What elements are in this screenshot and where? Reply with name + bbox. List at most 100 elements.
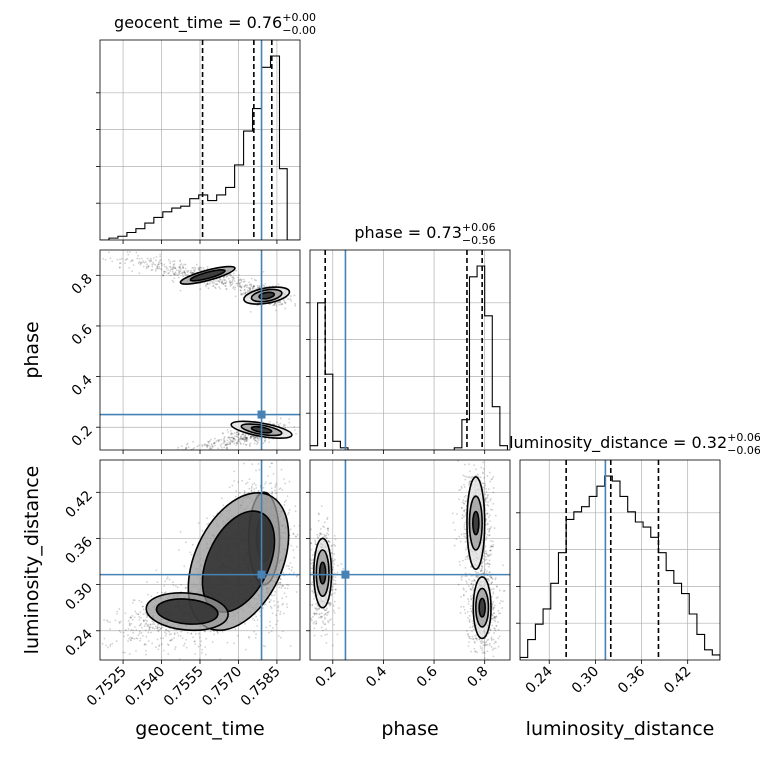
- sample-point: [478, 442, 480, 444]
- sample-point: [129, 636, 132, 639]
- sample-point: [287, 584, 290, 586]
- sample-point: [273, 303, 276, 306]
- sample-point: [316, 533, 319, 536]
- sample-point: [485, 552, 488, 555]
- sample-point: [160, 267, 163, 270]
- sample-point: [137, 613, 140, 616]
- y-tick-label: 0.36: [62, 534, 95, 567]
- sample-point: [271, 594, 273, 597]
- sample-point: [276, 583, 279, 586]
- sample-point: [161, 264, 163, 267]
- sample-point: [185, 447, 187, 450]
- sample-point: [157, 648, 160, 651]
- sample-point: [281, 303, 284, 306]
- sample-point: [320, 626, 323, 629]
- sample-point: [249, 442, 252, 445]
- sample-point: [164, 591, 167, 594]
- sample-point: [163, 263, 166, 266]
- sample-point: [240, 292, 242, 295]
- sample-point: [225, 443, 228, 446]
- sample-point: [230, 439, 233, 442]
- sample-point: [463, 532, 465, 535]
- sample-point: [279, 578, 282, 581]
- sample-point: [332, 578, 335, 581]
- sample-point: [268, 600, 271, 603]
- sample-point: [184, 271, 187, 274]
- sample-point: [156, 265, 159, 268]
- sample-point: [152, 621, 155, 624]
- sample-point: [218, 438, 221, 441]
- sample-point: [281, 585, 284, 588]
- sample-point: [264, 441, 267, 443]
- sample-point: [466, 557, 469, 560]
- sample-point: [315, 543, 317, 546]
- sample-point: [118, 608, 121, 610]
- sample-point: [311, 571, 314, 574]
- sample-point: [203, 444, 206, 447]
- sample-point: [183, 642, 186, 645]
- sample-point: [494, 514, 497, 517]
- sample-point: [229, 281, 232, 284]
- sample-point: [492, 476, 495, 478]
- sample-point: [269, 624, 271, 627]
- sample-point: [151, 627, 154, 630]
- sample-point: [244, 439, 247, 441]
- sample-point: [131, 637, 134, 640]
- sample-point: [255, 487, 258, 489]
- sample-point: [243, 288, 246, 291]
- sample-point: [192, 636, 194, 639]
- sample-point: [326, 633, 329, 636]
- sample-point: [185, 541, 187, 544]
- sample-point: [460, 507, 463, 509]
- sample-point: [238, 285, 241, 288]
- sample-point: [139, 637, 142, 640]
- sample-point: [206, 517, 209, 520]
- sample-point: [465, 575, 468, 577]
- sample-point: [98, 669, 100, 671]
- sample-point: [314, 543, 317, 545]
- sample-point: [330, 551, 333, 554]
- sample-point: [235, 431, 238, 434]
- sample-point: [458, 535, 461, 538]
- sample-point: [156, 626, 159, 629]
- sample-point: [327, 529, 330, 532]
- sample-point: [238, 491, 241, 494]
- sample-point: [243, 289, 246, 292]
- sample-point: [272, 473, 275, 475]
- sample-point: [243, 440, 246, 443]
- sample-point: [485, 487, 488, 490]
- sample-point: [226, 439, 229, 442]
- sample-point: [168, 578, 171, 581]
- sample-point: [246, 481, 249, 484]
- sample-point: [247, 286, 250, 289]
- sample-point: [237, 433, 240, 436]
- sample-point: [130, 628, 133, 631]
- sample-point: [488, 527, 491, 530]
- sample-point: [257, 441, 259, 444]
- sample-point: [143, 261, 146, 264]
- sample-point: [251, 287, 254, 290]
- sample-point: [146, 263, 149, 266]
- sample-point: [246, 436, 249, 439]
- sample-point: [310, 559, 313, 562]
- histogram: [520, 460, 720, 660]
- sample-point: [127, 619, 130, 622]
- sample-point: [464, 475, 466, 478]
- sample-point: [219, 278, 221, 281]
- sample-point: [126, 257, 129, 260]
- sample-point: [323, 614, 326, 616]
- sample-point: [463, 528, 466, 531]
- sample-point: [462, 594, 465, 596]
- y-tick-label: 0.8: [69, 271, 96, 298]
- sample-point: [295, 432, 297, 435]
- grid-lines: [520, 460, 720, 660]
- sample-point: [246, 291, 249, 294]
- sample-point: [270, 607, 273, 609]
- sample-point: [193, 266, 196, 269]
- sample-point: [211, 444, 213, 447]
- sample-point: [324, 609, 326, 612]
- sample-point: [283, 592, 286, 595]
- sample-point: [327, 621, 330, 624]
- sample-point: [256, 437, 259, 440]
- sample-point: [135, 649, 137, 652]
